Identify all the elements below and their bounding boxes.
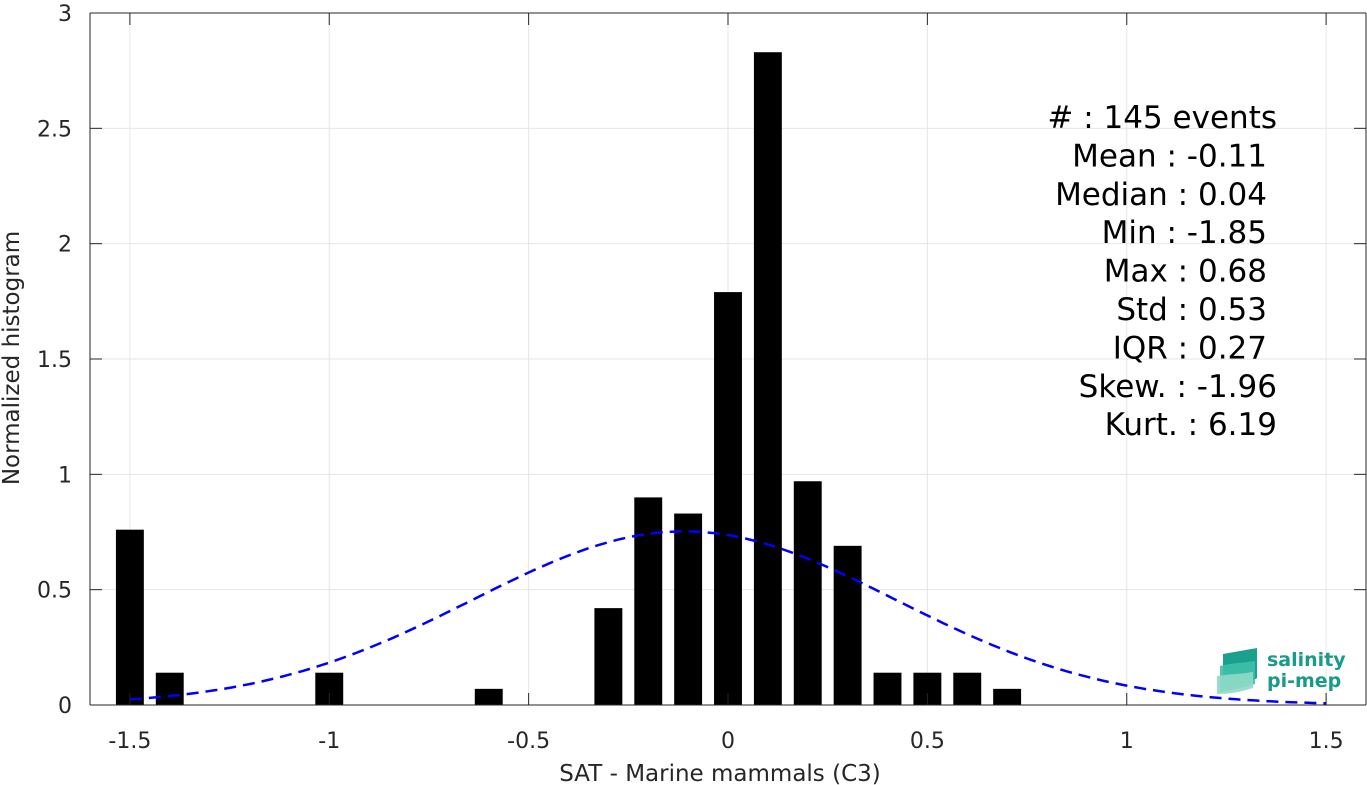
stat-line: Min : -1.85 [1102, 215, 1267, 251]
histogram-bar [474, 688, 503, 705]
x-tick-label: 0 [721, 729, 735, 754]
gaussian-fit-curve [129, 530, 1327, 705]
stat-line: Mean : -0.11 [1072, 138, 1267, 174]
logo-line-2: pi-mep [1267, 670, 1341, 692]
histogram-bars [115, 52, 1022, 706]
histogram-bar [753, 52, 782, 706]
logo-waves-icon [1217, 648, 1257, 694]
y-tick-label: 1.5 [37, 348, 72, 373]
stat-line: # : 145 events [1047, 100, 1277, 136]
y-tick-label: 3 [58, 2, 72, 27]
histogram-bar [833, 545, 862, 705]
histogram-bar [793, 481, 822, 705]
x-tick-label: 0.5 [910, 729, 945, 754]
stat-line: Skew. : -1.96 [1079, 369, 1277, 405]
gaussian-fit-line [129, 530, 1327, 705]
x-tick-label: -1.5 [108, 729, 151, 754]
axes-box [89, 12, 1367, 706]
y-axis-title: Normalized histogram [0, 231, 25, 485]
histogram-bar [714, 292, 742, 705]
stat-line: Kurt. : 6.19 [1105, 407, 1277, 443]
stat-line: Median : 0.04 [1055, 177, 1267, 213]
x-tick-label: 1.5 [1309, 729, 1344, 754]
x-axis-title: SAT - Marine mammals (C3) [559, 761, 881, 785]
y-tick-label: 2 [58, 233, 72, 258]
y-tick-label: 1 [58, 463, 72, 488]
histogram-bar [155, 672, 184, 705]
y-tick-label: 0.5 [37, 579, 72, 604]
stat-line: Std : 0.53 [1116, 292, 1267, 328]
x-tick-label: -0.5 [507, 729, 550, 754]
histogram-bar [953, 672, 982, 705]
histogram-bar [594, 608, 623, 705]
logo-line-1: salinity [1267, 649, 1346, 671]
y-tick-label: 0 [58, 694, 72, 719]
stat-line: Max : 0.68 [1104, 254, 1267, 290]
x-tick-label: 1 [1120, 729, 1134, 754]
tick-labels: -1.5 -1 -0.5 0 0.5 1 1.5 0 0.5 1 1.5 2 2.5 3 [37, 2, 1344, 754]
salinity-pimep-logo: salinity pi-mep [1217, 648, 1346, 694]
histogram-bar [993, 688, 1022, 705]
x-tick-label: -1 [318, 729, 340, 754]
histogram-bar [115, 529, 144, 705]
y-tick-label: 2.5 [37, 117, 72, 142]
histogram-bar [873, 672, 902, 705]
stat-line: IQR : 0.27 [1113, 330, 1267, 366]
histogram-bar [634, 497, 663, 705]
histogram-bar [674, 513, 703, 705]
